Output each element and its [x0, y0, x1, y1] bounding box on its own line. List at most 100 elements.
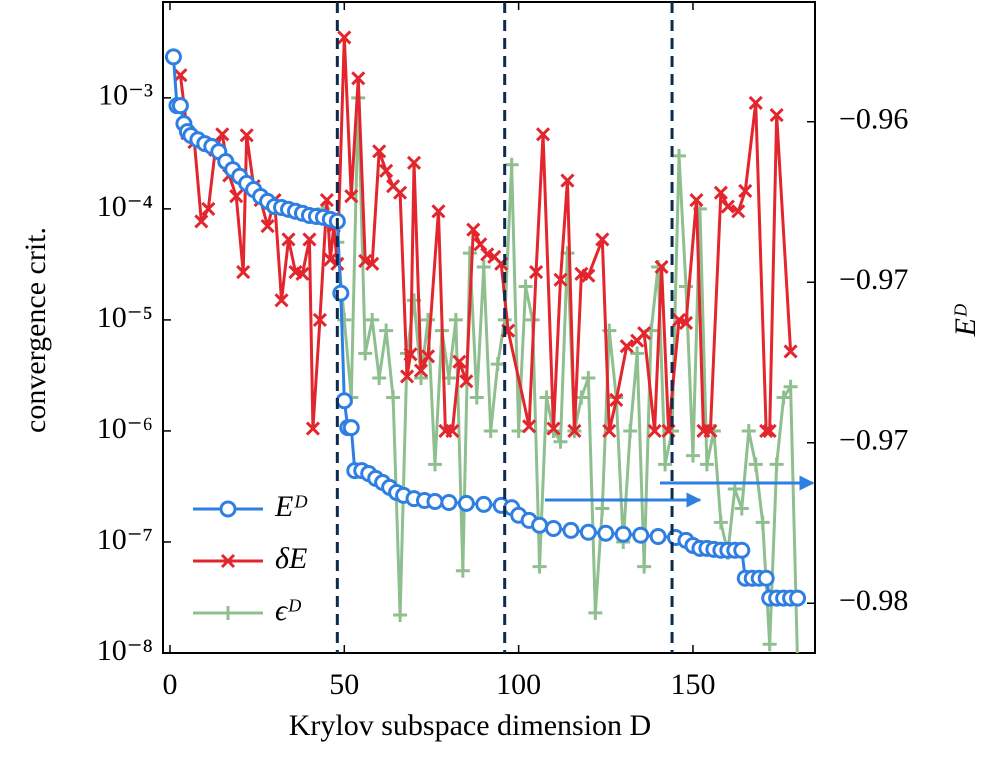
- point: [400, 369, 415, 384]
- point: [365, 256, 380, 271]
- y2-tick-label: −0.97: [839, 263, 908, 296]
- point: [562, 521, 580, 539]
- point: [406, 155, 422, 170]
- point: [393, 607, 408, 622]
- point: [672, 148, 687, 163]
- legend-marker: [219, 500, 237, 518]
- point: [789, 589, 807, 607]
- point: [403, 347, 418, 362]
- point: [335, 392, 353, 410]
- point: [609, 392, 624, 408]
- point: [323, 252, 338, 267]
- point: [734, 501, 749, 516]
- point: [699, 457, 714, 472]
- point: [579, 523, 597, 541]
- point: [229, 189, 244, 204]
- point: [440, 493, 458, 511]
- point: [776, 390, 791, 405]
- point: [462, 246, 477, 261]
- point: [457, 494, 475, 512]
- point: [215, 127, 230, 142]
- plot-frame: [162, 1, 816, 654]
- point: [720, 199, 735, 214]
- point: [637, 326, 652, 341]
- point: [602, 423, 617, 439]
- point: [769, 457, 784, 472]
- point: [473, 237, 488, 252]
- point: [630, 346, 645, 361]
- y-tick-label: 10⁻³: [98, 79, 153, 112]
- point: [379, 163, 394, 178]
- point: [358, 346, 373, 361]
- point: [413, 363, 429, 378]
- point: [733, 541, 751, 559]
- point: [588, 605, 603, 620]
- point: [597, 524, 615, 542]
- point: [305, 421, 320, 436]
- point: [236, 264, 251, 280]
- y-tick-label: 10⁻⁷: [97, 523, 153, 556]
- point: [545, 519, 563, 537]
- point: [783, 344, 798, 359]
- point: [490, 357, 505, 372]
- point: [713, 185, 728, 200]
- point: [518, 279, 533, 294]
- point: [783, 379, 798, 394]
- point: [678, 315, 694, 330]
- x-tick-label: 0: [162, 668, 177, 701]
- point: [654, 259, 669, 274]
- point: [529, 264, 544, 280]
- y-tick-label: 10⁻⁵: [97, 301, 153, 334]
- point: [755, 515, 770, 530]
- legend-label: ϵᴰ: [275, 594, 301, 627]
- point: [427, 457, 442, 472]
- point: [703, 423, 718, 439]
- point: [522, 419, 537, 434]
- point: [649, 527, 667, 545]
- point: [194, 214, 209, 229]
- point: [379, 323, 394, 338]
- series-layer: [164, 30, 807, 653]
- point: [342, 419, 360, 437]
- point: [504, 157, 519, 172]
- point: [201, 201, 216, 216]
- point: [466, 222, 481, 237]
- legend-marker: [221, 606, 235, 620]
- y-axis-label: convergence crit.: [19, 227, 52, 433]
- point: [685, 448, 700, 463]
- point: [448, 312, 463, 327]
- y-tick-label: 10⁻⁴: [97, 190, 153, 223]
- point: [741, 423, 756, 438]
- point: [762, 423, 777, 439]
- point: [337, 30, 352, 45]
- point: [239, 128, 254, 143]
- point: [319, 193, 334, 208]
- point: [420, 349, 436, 364]
- point: [171, 97, 189, 115]
- point: [647, 423, 662, 439]
- y2-tick-label: −0.97: [839, 424, 908, 457]
- point: [420, 312, 435, 327]
- point: [757, 569, 775, 587]
- point: [535, 127, 551, 142]
- y2-axis-label: Eᴰ: [949, 304, 982, 338]
- point: [274, 293, 289, 308]
- point: [614, 525, 632, 543]
- point: [281, 232, 296, 247]
- point: [372, 370, 387, 385]
- point: [455, 563, 470, 578]
- point: [386, 390, 401, 405]
- point: [689, 193, 704, 208]
- point: [393, 185, 408, 200]
- point: [595, 232, 610, 247]
- point: [748, 457, 763, 472]
- legend-label: δE: [275, 542, 307, 575]
- point: [351, 71, 366, 86]
- point: [302, 232, 317, 247]
- point: [532, 559, 547, 574]
- point: [365, 312, 380, 327]
- point: [475, 495, 493, 513]
- x-axis-label: Krylov subspace dimension D: [289, 709, 651, 742]
- point: [619, 339, 634, 354]
